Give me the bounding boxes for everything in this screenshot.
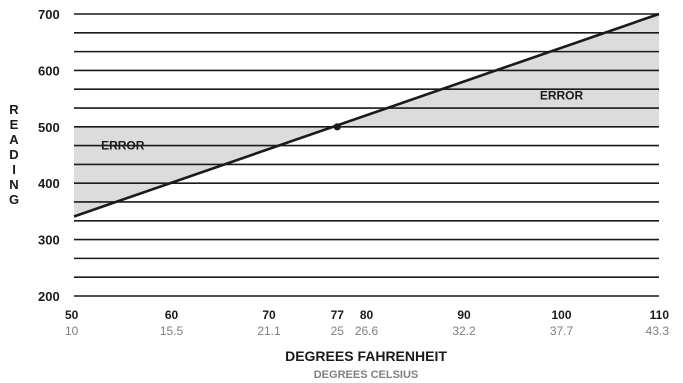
x-tick-labels: 50 10 60 15.5 70 21.1 77 25 80 26.6 90 32.2 100 37.7 1… xyxy=(65,308,669,338)
y-tick-label: 200 xyxy=(38,289,60,304)
y-axis-label-letter: N xyxy=(9,177,18,192)
y-tick-label: 300 xyxy=(38,233,60,248)
x-tick-label-f: 110 xyxy=(650,308,670,322)
y-axis-label-letter: I xyxy=(12,162,16,177)
x-tick-label-f: 50 xyxy=(65,308,79,322)
x-tick-label-f: 80 xyxy=(360,308,374,322)
x-tick-label-c: 15.5 xyxy=(160,324,184,338)
y-tick-label: 400 xyxy=(38,176,60,191)
x-tick-label-c: 43.3 xyxy=(646,324,670,338)
y-axis-label-letter: G xyxy=(9,192,19,207)
x-tick-label-f: 77 xyxy=(331,308,345,322)
error-label-2: ERROR xyxy=(540,89,584,103)
x-tick-label-f: 60 xyxy=(165,308,179,322)
x-tick-label-c: 10 xyxy=(65,324,79,338)
x-axis-label: DEGREES FAHRENHEIT xyxy=(285,348,447,364)
reading-line xyxy=(73,12,660,218)
y-tick-labels: 200 300 400 500 600 700 xyxy=(38,7,60,304)
x-tick-label-c: 32.2 xyxy=(452,324,476,338)
x-tick-label-c: 25 xyxy=(331,324,345,338)
x-tick-label-f: 90 xyxy=(457,308,471,322)
error-labels: ERROR ERROR xyxy=(101,89,583,153)
y-axis-label-letter: A xyxy=(9,132,19,147)
y-tick-label: 700 xyxy=(38,7,60,22)
reference-point xyxy=(333,123,341,131)
x-axis-secondary-label: DEGREES CELSIUS xyxy=(314,369,419,381)
x-tick-label-c: 26.6 xyxy=(355,324,379,338)
error-label-1: ERROR xyxy=(101,138,145,152)
gridlines xyxy=(74,13,659,297)
x-tick-label-f: 100 xyxy=(551,308,571,322)
y-axis-label-letter: D xyxy=(9,147,18,162)
x-tick-label-f: 70 xyxy=(262,308,276,322)
x-tick-label-c: 21.1 xyxy=(257,324,281,338)
y-axis-label-letter: E xyxy=(10,117,19,132)
x-tick-label-c: 37.7 xyxy=(550,324,574,338)
y-tick-label: 600 xyxy=(38,63,60,78)
y-tick-label: 500 xyxy=(38,120,60,135)
series-group xyxy=(73,12,660,218)
y-axis-label-letter: R xyxy=(9,102,19,117)
